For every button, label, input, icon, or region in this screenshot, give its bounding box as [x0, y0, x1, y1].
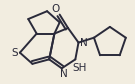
Text: S: S	[11, 48, 18, 58]
Text: SH: SH	[72, 63, 87, 73]
Text: N: N	[80, 38, 88, 48]
Text: N: N	[60, 69, 68, 79]
Text: O: O	[51, 4, 60, 14]
